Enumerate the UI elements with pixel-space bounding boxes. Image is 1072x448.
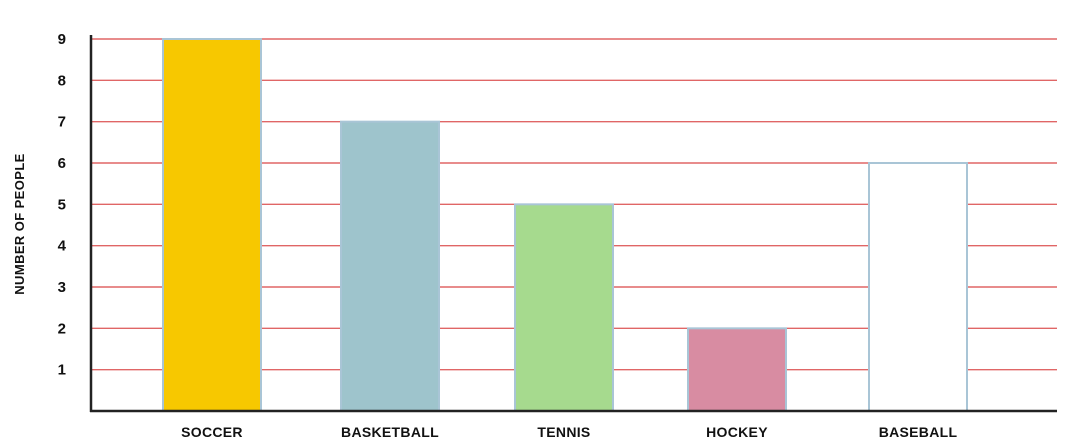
bars	[162, 38, 968, 413]
bar-soccer	[162, 38, 262, 412]
y-tick-label-9: 9	[58, 31, 66, 48]
y-tick-label-7: 7	[58, 114, 66, 131]
x-category-label-baseball: BASEBALL	[879, 424, 958, 440]
bar-baseball	[868, 162, 968, 412]
bar-tennis	[514, 203, 614, 412]
y-tick-label-8: 8	[58, 72, 66, 89]
category-labels: SOCCER BASKETBALL TENNIS HOCKEY BASEBALL	[181, 424, 957, 440]
x-category-label-basketball: BASKETBALL	[341, 424, 439, 440]
y-tick-labels: 1 2 3 4 5 6 7 8 9	[58, 31, 67, 379]
y-tick-label-5: 5	[58, 196, 66, 213]
y-tick-label-6: 6	[58, 155, 66, 172]
bar-hockey	[687, 327, 787, 413]
y-tick-label-3: 3	[58, 279, 66, 296]
x-category-label-tennis: TENNIS	[537, 424, 590, 440]
axes	[89, 35, 1057, 413]
x-category-label-hockey: HOCKEY	[706, 424, 768, 440]
y-tick-label-4: 4	[58, 238, 67, 255]
y-tick-label-1: 1	[58, 362, 66, 379]
y-tick-label-2: 2	[58, 320, 66, 337]
bar-basketball	[340, 120, 440, 413]
x-category-label-soccer: SOCCER	[181, 424, 243, 440]
y-axis-label: NUMBER OF PEOPLE	[12, 153, 27, 294]
